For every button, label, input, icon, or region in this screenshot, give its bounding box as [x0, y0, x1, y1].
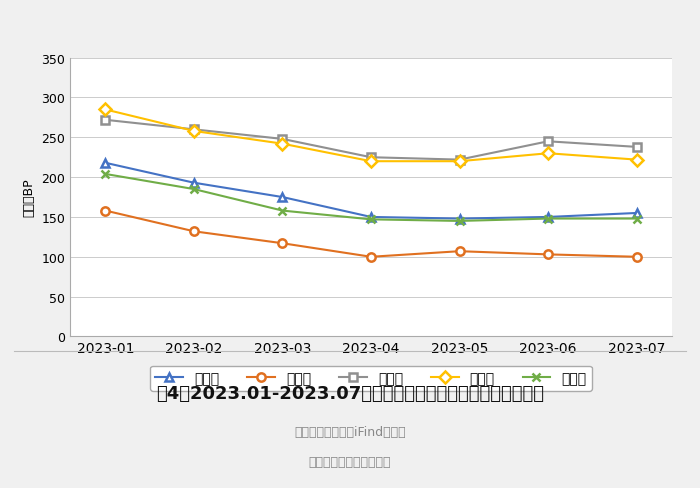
Y-axis label: 单位：BP: 单位：BP [22, 179, 36, 217]
Text: 数据来源：同花顺iFind数据库: 数据来源：同花顺iFind数据库 [294, 426, 406, 438]
Legend: 福建省, 广东省, 湖南省, 江西省, 浙江省: 福建省, 广东省, 湖南省, 江西省, 浙江省 [150, 366, 592, 391]
Text: 钟宁桦教授团队整理计算: 钟宁桦教授团队整理计算 [309, 455, 391, 468]
Text: 图4：2023.01-2023.07江西省及周边省份月度城投债利差走势: 图4：2023.01-2023.07江西省及周边省份月度城投债利差走势 [156, 384, 544, 402]
